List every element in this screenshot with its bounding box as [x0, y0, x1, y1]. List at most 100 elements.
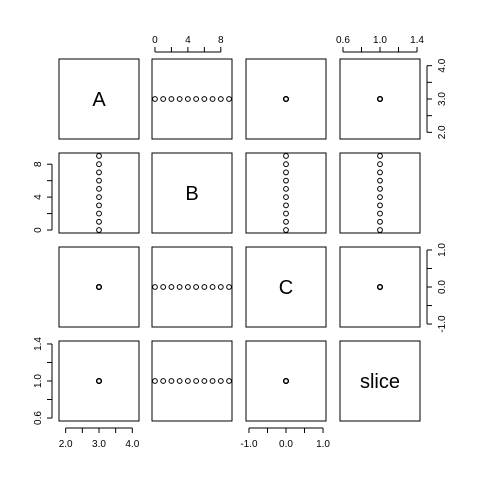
x-axis-top-slice: 0.6 1.0 1.4: [336, 35, 424, 52]
tick-label: -1.0: [240, 439, 258, 450]
data-point: [284, 195, 289, 200]
tick-label: 0.6: [336, 35, 350, 46]
data-point: [284, 228, 289, 233]
data-point: [210, 97, 215, 102]
tick-label: 1.0: [33, 374, 44, 388]
data-point: [218, 97, 223, 102]
panel-C-vs-slice: [340, 247, 420, 327]
tick-label: 0: [152, 35, 158, 46]
data-point: [378, 195, 383, 200]
data-point: [284, 178, 289, 183]
panel-B-vs-A: [59, 153, 139, 233]
panel-frame: [340, 153, 420, 233]
data-point: [97, 186, 102, 191]
panel-A-vs-C: [246, 59, 326, 139]
panel-slice-vs-A: [59, 341, 139, 421]
data-point: [284, 379, 289, 384]
tick-label: 4.0: [437, 58, 448, 72]
tick-label: 0.6: [33, 411, 44, 425]
panel-frame: [152, 247, 232, 327]
data-point: [378, 228, 383, 233]
data-point: [227, 285, 232, 290]
data-point: [284, 97, 289, 102]
panel-A-vs-slice: [340, 59, 420, 139]
x-axis-bottom-A: 2.0 3.0 4.0: [59, 428, 140, 450]
tick-label: 2.0: [59, 439, 73, 450]
data-point: [218, 379, 223, 384]
data-point: [378, 211, 383, 216]
variable-label-C: C: [279, 277, 293, 299]
tick-label: 1.4: [410, 35, 424, 46]
data-point: [194, 285, 199, 290]
data-point: [97, 178, 102, 183]
data-point: [378, 154, 383, 159]
data-point: [202, 379, 207, 384]
panel-frame: [152, 59, 232, 139]
y-axis-left-B: 0 4 8: [33, 161, 52, 233]
tick-label: -1.0: [437, 315, 448, 333]
data-point: [284, 170, 289, 175]
variable-label-A: A: [92, 89, 106, 111]
y-axis-left-slice: 0.6 1.0 1.4: [33, 337, 52, 425]
data-point: [210, 285, 215, 290]
data-point: [378, 203, 383, 208]
data-point: [284, 203, 289, 208]
data-point: [284, 186, 289, 191]
panel-frame: [59, 153, 139, 233]
data-point: [284, 162, 289, 167]
data-point: [97, 379, 102, 384]
data-point: [161, 97, 166, 102]
tick-label: 1.0: [437, 243, 448, 257]
tick-label: 1.0: [373, 35, 387, 46]
panel-frame: [59, 341, 139, 421]
data-point: [227, 379, 232, 384]
tick-label: 4.0: [125, 439, 139, 450]
panel-frame: [152, 341, 232, 421]
panel-C-vs-C: C: [246, 247, 326, 327]
panel-B-vs-slice: [340, 153, 420, 233]
tick-label: 4: [185, 35, 191, 46]
tick-label: 1.4: [33, 337, 44, 351]
tick-label: 3.0: [92, 439, 106, 450]
tick-label: 0: [33, 227, 44, 233]
data-point: [378, 186, 383, 191]
data-point: [153, 379, 158, 384]
panel-frame: [340, 59, 420, 139]
data-point: [97, 211, 102, 216]
panel-frame: [340, 247, 420, 327]
panel-B-vs-C: [246, 153, 326, 233]
data-point: [97, 195, 102, 200]
data-point: [97, 219, 102, 224]
data-point: [161, 285, 166, 290]
data-point: [378, 285, 383, 290]
data-point: [378, 97, 383, 102]
data-point: [284, 211, 289, 216]
data-point: [210, 379, 215, 384]
tick-label: 2.0: [437, 125, 448, 139]
tick-label: 0.0: [279, 439, 293, 450]
data-point: [378, 178, 383, 183]
data-point: [97, 228, 102, 233]
data-point: [227, 97, 232, 102]
data-point: [177, 285, 182, 290]
tick-label: 3.0: [437, 92, 448, 106]
data-point: [284, 154, 289, 159]
data-point: [378, 219, 383, 224]
data-point: [185, 97, 190, 102]
panel-slice-vs-slice: slice: [340, 341, 420, 421]
panel-slice-vs-C: [246, 341, 326, 421]
panel-frame: [246, 341, 326, 421]
panel-frame: [246, 59, 326, 139]
data-point: [161, 379, 166, 384]
data-point: [153, 285, 158, 290]
data-point: [97, 162, 102, 167]
panel-C-vs-B: [152, 247, 232, 327]
tick-label: 8: [218, 35, 224, 46]
data-point: [202, 97, 207, 102]
data-point: [97, 203, 102, 208]
data-point: [97, 170, 102, 175]
panel-frame: [246, 153, 326, 233]
data-point: [169, 97, 174, 102]
data-point: [284, 219, 289, 224]
